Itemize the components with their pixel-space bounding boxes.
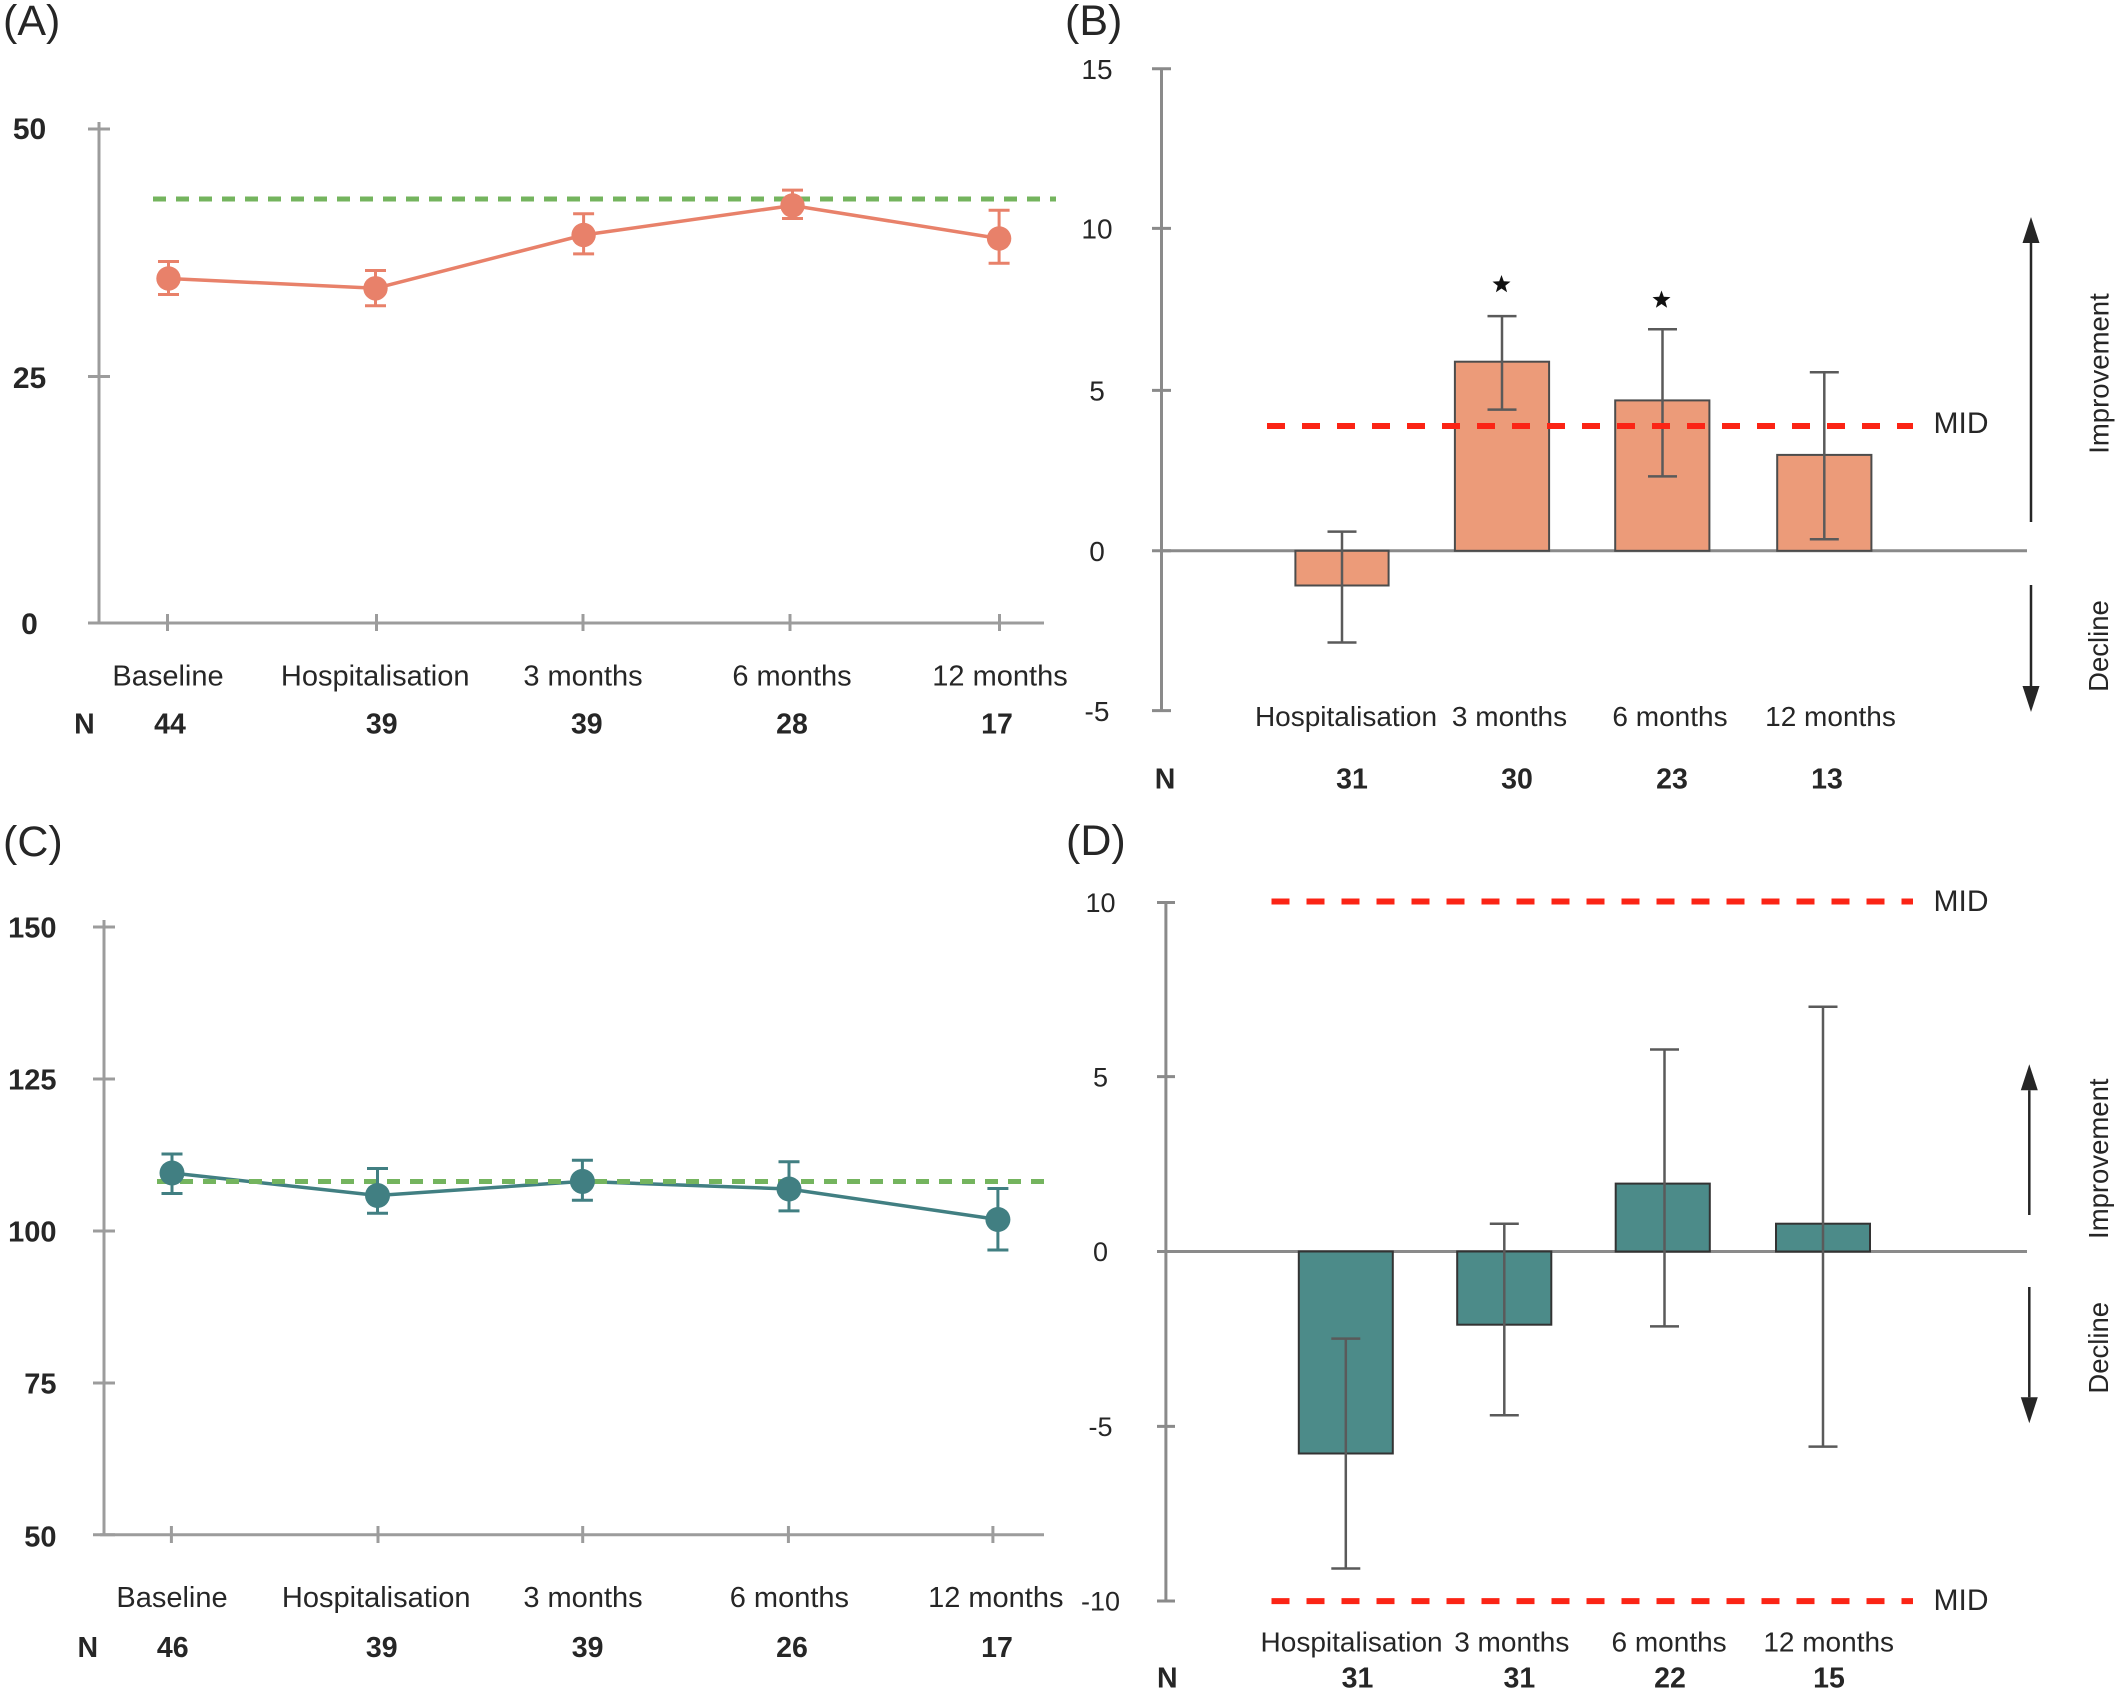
svg-text:12 months: 12 months <box>1765 701 1896 732</box>
svg-text:17: 17 <box>981 708 1013 740</box>
svg-text:Decline: Decline <box>2083 600 2114 692</box>
svg-text:MID: MID <box>1934 885 1989 918</box>
svg-text:Hospitalisation: Hospitalisation <box>281 660 470 692</box>
svg-text:-10: -10 <box>1081 1587 1120 1617</box>
svg-text:44: 44 <box>154 708 186 740</box>
svg-text:MID: MID <box>1934 407 1989 440</box>
svg-text:3 months: 3 months <box>523 660 642 692</box>
svg-text:0: 0 <box>21 608 38 641</box>
svg-text:12 months: 12 months <box>1763 1627 1894 1658</box>
svg-text:6 months: 6 months <box>732 660 851 692</box>
svg-text:Hospitalisation: Hospitalisation <box>1261 1627 1443 1658</box>
svg-text:5: 5 <box>1089 376 1105 407</box>
svg-text:N: N <box>1157 1662 1178 1688</box>
svg-text:12 months: 12 months <box>928 1582 1063 1614</box>
svg-text:100: 100 <box>8 1216 56 1248</box>
svg-text:31: 31 <box>1342 1662 1374 1688</box>
svg-text:6 months: 6 months <box>1612 1627 1727 1658</box>
svg-text:31: 31 <box>1336 763 1368 795</box>
svg-text:150: 150 <box>8 912 56 944</box>
svg-text:Baseline: Baseline <box>116 1582 227 1614</box>
svg-text:N: N <box>1155 763 1176 795</box>
svg-text:39: 39 <box>366 1632 398 1664</box>
svg-text:(D): (D) <box>1066 817 1126 865</box>
svg-text:-5: -5 <box>1088 1412 1112 1442</box>
svg-text:30: 30 <box>1501 763 1533 795</box>
svg-text:39: 39 <box>366 708 398 740</box>
svg-text:N: N <box>78 1632 99 1664</box>
svg-text:3 months: 3 months <box>523 1582 642 1614</box>
svg-text:Improvement: Improvement <box>2084 293 2115 454</box>
svg-text:N: N <box>74 708 95 740</box>
svg-text:Baseline: Baseline <box>112 660 223 692</box>
svg-text:17: 17 <box>981 1632 1013 1664</box>
svg-text:39: 39 <box>571 708 603 740</box>
svg-text:Improvement: Improvement <box>2083 1078 2114 1239</box>
svg-text:15: 15 <box>1813 1662 1845 1688</box>
svg-text:MID: MID <box>1934 1584 1989 1617</box>
svg-text:12 months: 12 months <box>932 660 1067 692</box>
svg-text:(A): (A) <box>3 0 60 45</box>
svg-text:22: 22 <box>1654 1662 1686 1688</box>
svg-text:Decline: Decline <box>2083 1302 2114 1394</box>
svg-text:10: 10 <box>1081 214 1112 245</box>
svg-text:(B): (B) <box>1065 0 1122 45</box>
svg-text:Hospitalisation: Hospitalisation <box>282 1582 471 1614</box>
svg-text:46: 46 <box>157 1632 189 1664</box>
svg-text:15: 15 <box>1081 54 1112 85</box>
svg-text:0: 0 <box>1093 1237 1108 1267</box>
svg-text:5: 5 <box>1093 1062 1108 1092</box>
svg-text:25: 25 <box>13 362 46 395</box>
svg-text:6 months: 6 months <box>1612 701 1727 732</box>
svg-text:Hospitalisation: Hospitalisation <box>1255 701 1437 732</box>
svg-text:125: 125 <box>8 1064 56 1096</box>
svg-text:31: 31 <box>1504 1662 1536 1688</box>
svg-text:28: 28 <box>776 708 808 740</box>
svg-text:13: 13 <box>1811 763 1843 795</box>
svg-text:3 months: 3 months <box>1454 1627 1569 1658</box>
svg-text:39: 39 <box>572 1632 604 1664</box>
svg-text:6 months: 6 months <box>730 1582 849 1614</box>
svg-text:10: 10 <box>1085 888 1115 918</box>
svg-text:23: 23 <box>1656 763 1688 795</box>
svg-text:(C): (C) <box>3 818 63 866</box>
svg-text:50: 50 <box>24 1521 56 1553</box>
svg-text:0: 0 <box>1089 536 1105 567</box>
svg-text:3 months: 3 months <box>1452 701 1567 732</box>
svg-text:75: 75 <box>24 1368 56 1400</box>
svg-text:50: 50 <box>13 113 46 146</box>
svg-text:-5: -5 <box>1085 696 1110 727</box>
svg-text:26: 26 <box>776 1632 808 1664</box>
